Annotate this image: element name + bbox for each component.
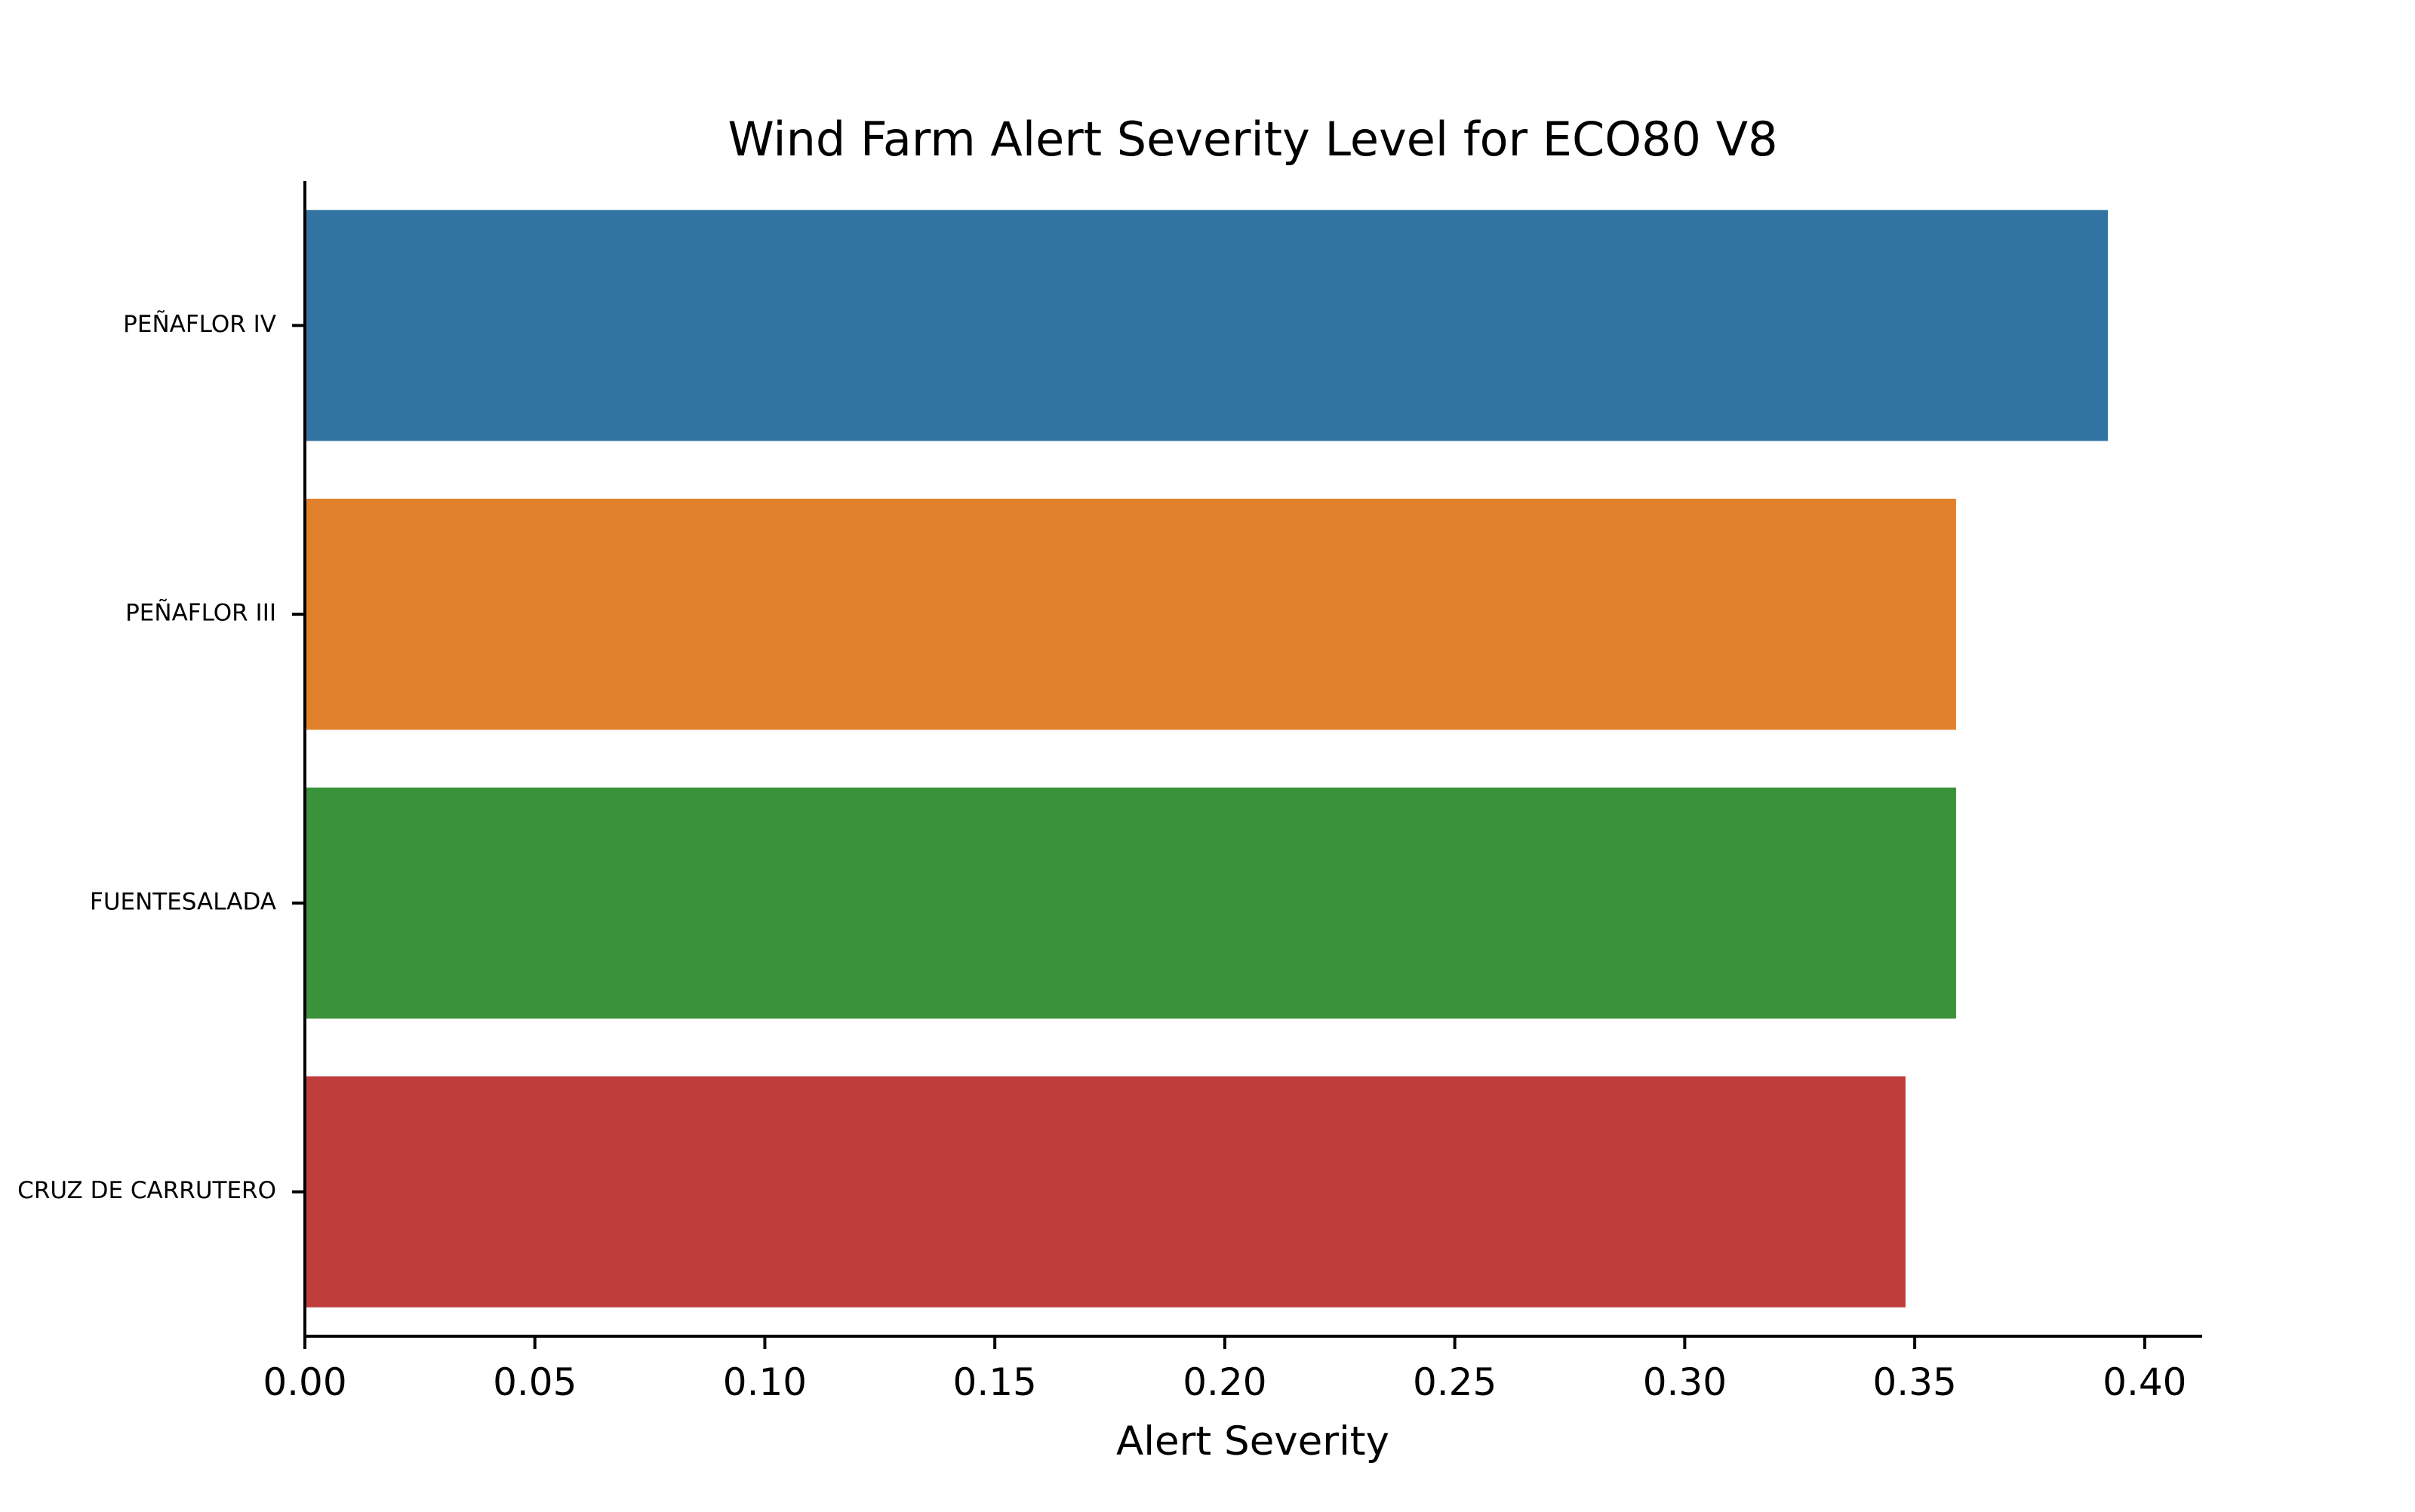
x-tick-label-3: 0.15: [953, 1360, 1037, 1404]
bars-group: [305, 210, 2109, 1308]
bar-pe-aflor-iii: [305, 499, 1956, 730]
bar-cruz-de-carrutero: [305, 1076, 1906, 1308]
y-tick-label-cruz-de-carrutero: CRUZ DE CARRUTERO: [17, 1177, 276, 1204]
chart-title: Wind Farm Alert Severity Level for ECO80…: [728, 112, 1777, 167]
x-tick-label-6: 0.30: [1643, 1360, 1727, 1404]
x-tick-label-7: 0.35: [1872, 1360, 1956, 1404]
x-axis-ticks: 0.00 0.05 0.10 0.15 0.20 0.25 0.30 0.35 0.40: [263, 1336, 2186, 1404]
y-tick-label-fuentesalada: FUENTESALADA: [90, 888, 276, 915]
y-tick-label-pe-aflor-iv: PEÑAFLOR IV: [123, 311, 276, 338]
y-tick-label-pe-aflor-iii: PEÑAFLOR III: [125, 600, 276, 627]
x-tick-label-2: 0.10: [723, 1360, 807, 1404]
bar-pe-aflor-iv: [305, 210, 2109, 441]
x-axis-label: Alert Severity: [1116, 1418, 1389, 1464]
x-tick-label-0: 0.00: [263, 1360, 346, 1404]
bar-fuentesalada: [305, 787, 1956, 1019]
y-axis-ticks: PEÑAFLOR IV PEÑAFLOR III FUENTESALADA CRUZ …: [17, 311, 305, 1204]
x-tick-label-8: 0.40: [2103, 1360, 2186, 1404]
x-tick-label-1: 0.05: [493, 1360, 577, 1404]
x-tick-label-4: 0.20: [1183, 1360, 1266, 1404]
x-tick-label-5: 0.25: [1413, 1360, 1497, 1404]
